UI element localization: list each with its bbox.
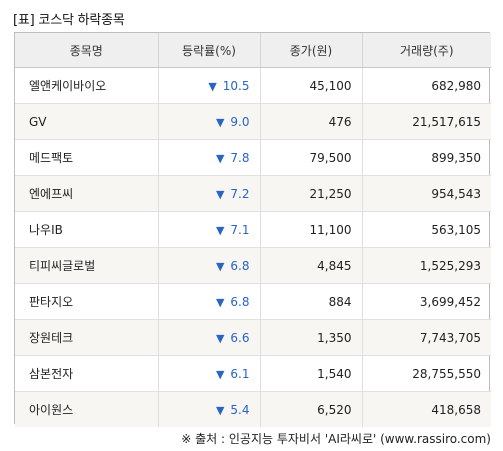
change-value: 10.5 — [222, 78, 250, 93]
change-value: 7.2 — [230, 186, 250, 201]
volume-cell: 954,543 — [362, 175, 491, 212]
change-cell: ▼ 7.2 — [158, 175, 261, 212]
change-cell: ▼ 6.8 — [158, 283, 261, 320]
stock-name: 삼본전자 — [15, 355, 159, 392]
price-cell: 1,350 — [260, 319, 363, 356]
price-cell: 6,520 — [260, 391, 363, 427]
stock-name: 나우IB — [15, 211, 159, 248]
volume-cell: 3,699,452 — [362, 283, 491, 320]
table-row: 판타지오 ▼ 6.8 884 3,699,452 — [15, 283, 491, 320]
change-cell: ▼ 6.1 — [158, 355, 261, 392]
price-cell: 11,100 — [260, 211, 363, 248]
column-header-price: 종가(원) — [260, 33, 363, 68]
volume-cell: 899,350 — [362, 139, 491, 176]
table-row: 엔에프씨 ▼ 7.2 21,250 954,543 — [15, 175, 491, 212]
stock-name: 아이원스 — [15, 391, 159, 427]
price-cell: 79,500 — [260, 139, 363, 176]
change-cell: ▼ 6.6 — [158, 319, 261, 356]
table-title: [표] 코스닥 하락종목 — [13, 13, 125, 28]
stock-name: GV — [15, 103, 159, 140]
column-header-volume: 거래량(주) — [362, 33, 491, 68]
table-row: 엘앤케이바이오 ▼ 10.5 45,100 682,980 — [15, 67, 491, 104]
change-value: 9.0 — [230, 114, 250, 129]
volume-cell: 7,743,705 — [362, 319, 491, 356]
stock-name: 메드팩토 — [15, 139, 159, 176]
change-value: 7.1 — [230, 222, 250, 237]
volume-cell: 563,105 — [362, 211, 491, 248]
table-row: 삼본전자 ▼ 6.1 1,540 28,755,550 — [15, 355, 491, 392]
stock-name: 티피씨글로벌 — [15, 247, 159, 284]
stock-name: 판타지오 — [15, 283, 159, 320]
down-triangle-icon: ▼ — [215, 223, 225, 237]
down-triangle-icon: ▼ — [215, 367, 225, 381]
volume-cell: 1,525,293 — [362, 247, 491, 284]
down-triangle-icon: ▼ — [208, 79, 217, 93]
column-header-name: 종목명 — [15, 33, 159, 68]
change-value: 7.8 — [230, 150, 250, 165]
down-triangle-icon: ▼ — [215, 151, 225, 165]
column-header-change: 등락률(%) — [158, 33, 261, 68]
change-cell: ▼ 10.5 — [158, 67, 261, 104]
change-cell: ▼ 7.1 — [158, 211, 261, 248]
change-value: 5.4 — [230, 402, 250, 417]
table-row: GV ▼ 9.0 476 21,517,615 — [15, 103, 491, 140]
change-value: 6.6 — [230, 330, 250, 345]
change-cell: ▼ 7.8 — [158, 139, 261, 176]
price-cell: 4,845 — [260, 247, 363, 284]
table-row: 장원테크 ▼ 6.6 1,350 7,743,705 — [15, 319, 491, 356]
down-triangle-icon: ▼ — [215, 115, 225, 129]
stock-name: 장원테크 — [15, 319, 159, 356]
source-footnote: ※ 출처 : 인공지능 투자비서 'AI라씨로' (www.rassiro.co… — [181, 432, 491, 446]
change-value: 6.1 — [230, 366, 250, 381]
price-cell: 476 — [260, 103, 363, 140]
change-value: 6.8 — [230, 294, 250, 309]
change-cell: ▼ 6.8 — [158, 247, 261, 284]
change-cell: ▼ 9.0 — [158, 103, 261, 140]
change-cell: ▼ 5.4 — [158, 391, 261, 427]
stock-name: 엘앤케이바이오 — [15, 67, 159, 104]
down-triangle-icon: ▼ — [215, 331, 225, 345]
down-triangle-icon: ▼ — [215, 187, 225, 201]
stock-name: 엔에프씨 — [15, 175, 159, 212]
price-cell: 1,540 — [260, 355, 363, 392]
volume-cell: 418,658 — [362, 391, 491, 427]
stock-table: 종목명 등락률(%) 종가(원) 거래량(주) 엘앤케이바이오 ▼ 10.5 45… — [14, 32, 491, 427]
price-cell: 45,100 — [260, 67, 363, 104]
table-row: 메드팩토 ▼ 7.8 79,500 899,350 — [15, 139, 491, 176]
down-triangle-icon: ▼ — [215, 295, 225, 309]
price-cell: 884 — [260, 283, 363, 320]
volume-cell: 682,980 — [362, 67, 491, 104]
table-row: 티피씨글로벌 ▼ 6.8 4,845 1,525,293 — [15, 247, 491, 284]
down-triangle-icon: ▼ — [215, 259, 225, 273]
price-cell: 21,250 — [260, 175, 363, 212]
down-triangle-icon: ▼ — [215, 403, 225, 417]
table-header-row: 종목명 등락률(%) 종가(원) 거래량(주) — [15, 33, 491, 68]
change-value: 6.8 — [230, 258, 250, 273]
table-row: 나우IB ▼ 7.1 11,100 563,105 — [15, 211, 491, 248]
table-row: 아이원스 ▼ 5.4 6,520 418,658 — [15, 391, 491, 427]
volume-cell: 21,517,615 — [362, 103, 491, 140]
volume-cell: 28,755,550 — [362, 355, 491, 392]
